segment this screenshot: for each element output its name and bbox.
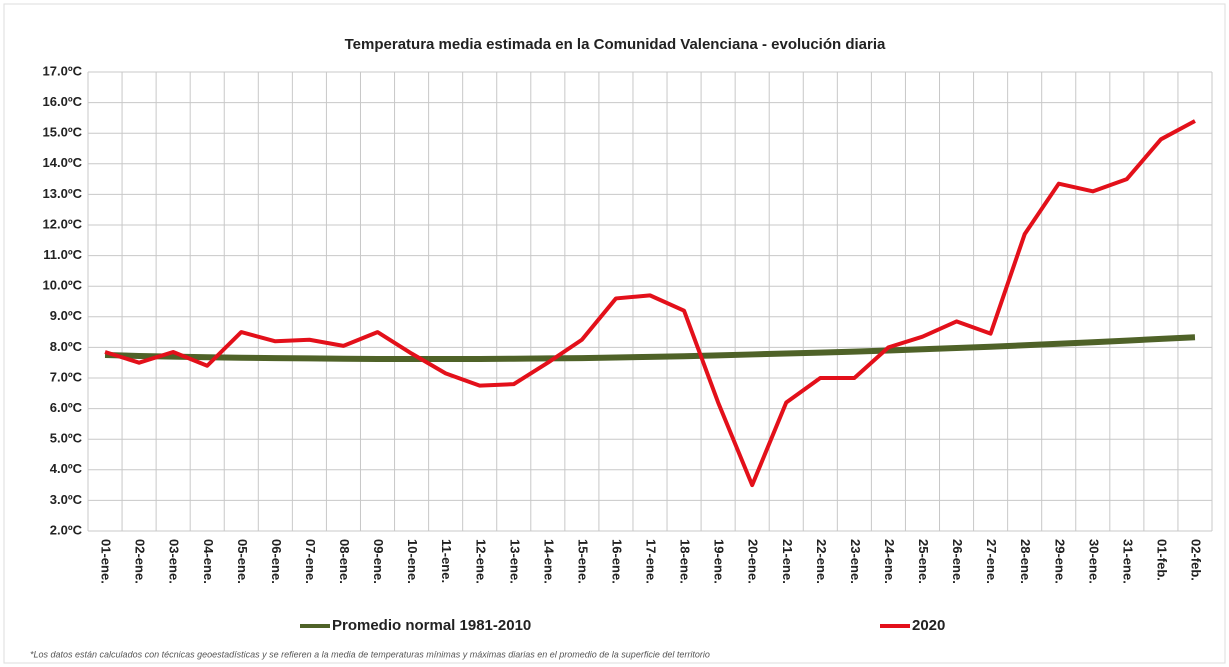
legend-label: Promedio normal 1981-2010 bbox=[332, 617, 531, 634]
x-tick-label: 14-ene. bbox=[541, 539, 556, 584]
x-tick-label: 15-ene. bbox=[575, 539, 590, 584]
x-tick-label: 03-ene. bbox=[167, 539, 182, 584]
x-tick-label: 24-ene. bbox=[882, 539, 897, 584]
x-tick-label: 30-ene. bbox=[1086, 539, 1101, 584]
x-tick-label: 11-ene. bbox=[439, 539, 454, 583]
x-tick-label: 17-ene. bbox=[644, 539, 659, 584]
chart-title: Temperatura media estimada en la Comunid… bbox=[345, 36, 886, 53]
series-line bbox=[104, 334, 1196, 363]
y-tick-label: 6.0ºC bbox=[50, 400, 83, 415]
x-tick-label: 08-ene. bbox=[337, 539, 352, 584]
y-tick-label: 7.0ºC bbox=[50, 369, 83, 384]
y-tick-label: 4.0ºC bbox=[50, 461, 83, 476]
x-tick-label: 04-ene. bbox=[201, 539, 216, 584]
legend-label: 2020 bbox=[912, 617, 945, 634]
y-tick-label: 11.0ºC bbox=[43, 247, 82, 262]
y-tick-label: 14.0ºC bbox=[43, 155, 83, 170]
chart-frame bbox=[3, 3, 1226, 664]
y-tick-label: 13.0ºC bbox=[43, 186, 83, 201]
x-tick-label: 01-feb. bbox=[1154, 539, 1169, 581]
y-tick-label: 5.0ºC bbox=[50, 431, 83, 446]
x-tick-label: 26-ene. bbox=[950, 539, 965, 584]
x-tick-label: 06-ene. bbox=[269, 539, 284, 584]
footnote: *Los datos están calculados con técnicas… bbox=[30, 649, 710, 659]
y-tick-label: 10.0ºC bbox=[43, 278, 83, 293]
x-tick-label: 05-ene. bbox=[235, 539, 250, 584]
x-tick-label: 21-ene. bbox=[780, 539, 795, 584]
y-tick-label: 16.0ºC bbox=[43, 94, 83, 109]
y-tick-label: 3.0ºC bbox=[50, 492, 83, 507]
x-tick-label: 10-ene. bbox=[405, 539, 420, 584]
x-tick-label: 07-ene. bbox=[303, 539, 318, 584]
x-tick-label: 12-ene. bbox=[473, 539, 488, 584]
x-tick-label: 29-ene. bbox=[1052, 539, 1067, 584]
y-tick-label: 15.0ºC bbox=[43, 125, 83, 140]
y-tick-label: 2.0ºC bbox=[50, 522, 83, 537]
x-tick-label: 18-ene. bbox=[678, 539, 693, 584]
x-tick-label: 27-ene. bbox=[984, 539, 999, 584]
x-tick-label: 13-ene. bbox=[507, 539, 522, 584]
x-tick-label: 20-ene. bbox=[746, 539, 761, 584]
y-tick-label: 9.0ºC bbox=[50, 308, 83, 323]
x-tick-label: 22-ene. bbox=[814, 539, 829, 584]
x-tick-label: 19-ene. bbox=[712, 539, 727, 584]
x-tick-label: 28-ene. bbox=[1018, 539, 1033, 584]
x-tick-label: 31-ene. bbox=[1120, 539, 1135, 584]
y-tick-label: 8.0ºC bbox=[50, 339, 83, 354]
x-tick-label: 02-ene. bbox=[133, 539, 148, 584]
x-tick-label: 16-ene. bbox=[610, 539, 625, 584]
x-tick-label: 25-ene. bbox=[916, 539, 931, 584]
y-tick-label: 17.0ºC bbox=[43, 63, 83, 78]
x-tick-label: 02-feb. bbox=[1189, 539, 1204, 581]
series-line bbox=[104, 119, 1196, 488]
x-tick-label: 23-ene. bbox=[848, 539, 863, 584]
x-tick-label: 09-ene. bbox=[371, 539, 386, 584]
y-tick-label: 12.0ºC bbox=[43, 216, 83, 231]
x-tick-label: 01-ene. bbox=[99, 539, 114, 584]
